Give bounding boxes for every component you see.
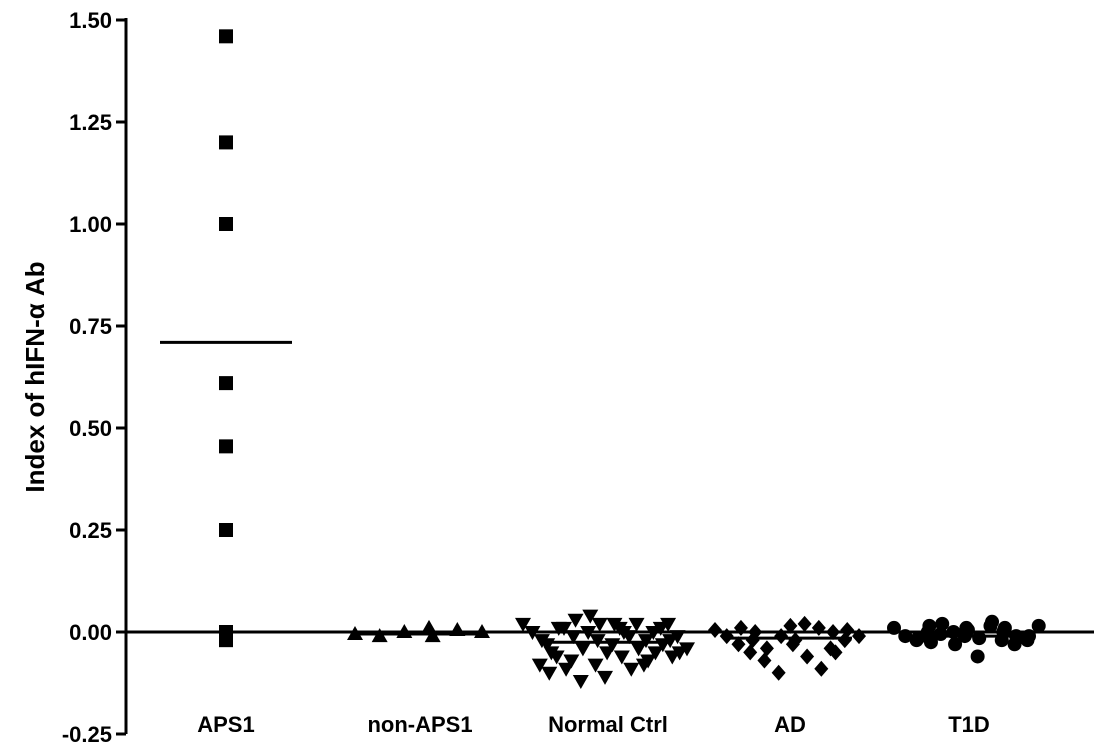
circle-marker: [1031, 618, 1046, 633]
triangle-down-marker: [587, 658, 604, 673]
circle-marker: [970, 649, 985, 664]
diamond-marker: [783, 617, 798, 634]
diamond-marker: [731, 636, 746, 653]
triangle-down-marker: [572, 674, 589, 689]
y-tick-label: 0.50: [69, 416, 112, 441]
diamond-marker: [748, 624, 763, 640]
triangle-down-marker: [660, 617, 677, 632]
y-axis-title: Index of hIFN-α Ab: [20, 261, 50, 492]
triangle-down-marker: [621, 630, 638, 645]
diamond-marker: [733, 619, 748, 636]
diamond-marker: [788, 632, 803, 649]
category-labels: APS1 non-APS1 Normal Ctrl AD T1D: [197, 712, 990, 737]
triangle-down-marker: [679, 642, 695, 657]
circle-marker: [923, 635, 938, 650]
triangle-down-marker: [647, 646, 664, 661]
diamond-marker: [828, 644, 843, 661]
triangle-down-marker: [580, 626, 597, 640]
diamond-marker: [774, 628, 789, 645]
y-tick-label: 1.25: [69, 110, 112, 135]
circle-marker: [935, 616, 950, 631]
circle-marker: [887, 620, 901, 635]
circle-marker: [997, 620, 1012, 635]
diamond-marker: [797, 615, 812, 632]
triangle-down-marker: [613, 650, 630, 665]
square-marker: [219, 135, 233, 150]
diamond-marker: [743, 644, 758, 661]
triangle-down-marker: [574, 642, 591, 657]
triangle-down-marker: [591, 617, 608, 632]
triangle-down-marker: [565, 630, 582, 645]
diamond-marker: [759, 640, 774, 657]
y-tick-label: 0.75: [69, 314, 112, 339]
y-tick-label: 1.50: [69, 8, 112, 33]
circle-marker: [922, 618, 937, 633]
triangle-down-marker: [669, 630, 686, 645]
triangle-down-marker: [567, 613, 584, 628]
circle-marker: [911, 631, 926, 646]
square-marker: [219, 217, 233, 231]
square-marker: [219, 29, 233, 44]
mean-lines: [160, 340, 1031, 644]
square-marker: [219, 633, 233, 648]
y-tick-label: -0.25: [62, 722, 112, 747]
triangle-down-marker: [597, 670, 613, 685]
triangle-down-marker: [541, 666, 558, 681]
diamond-marker: [814, 660, 829, 677]
circle-marker: [948, 637, 963, 652]
circle-marker: [972, 631, 987, 646]
data-points: [219, 29, 1046, 689]
diamond-marker: [840, 621, 855, 638]
y-tick-label: 0.25: [69, 518, 112, 543]
triangle-down-marker: [582, 609, 599, 624]
triangle-down-marker: [623, 662, 640, 677]
category-label: AD: [774, 712, 806, 737]
triangle-down-marker: [628, 617, 645, 632]
diamond-marker: [757, 652, 772, 669]
triangle-down-marker: [556, 621, 572, 636]
diamond-marker: [719, 628, 734, 645]
y-ticks: -0.25 0.00 0.25 0.50 0.75 1.00 1.25 1.50: [62, 8, 126, 747]
triangle-down-marker: [635, 658, 652, 673]
category-label: T1D: [948, 712, 990, 737]
triangle-up-marker: [449, 621, 466, 636]
triangle-down-marker: [524, 626, 541, 640]
circle-marker: [985, 614, 1000, 629]
triangle-down-marker: [548, 650, 565, 665]
triangle-up-marker: [347, 626, 363, 641]
y-tick-label: 1.00: [69, 212, 112, 237]
diamond-marker: [708, 621, 722, 638]
triangle-down-marker: [531, 658, 548, 673]
category-label: non-APS1: [367, 712, 472, 737]
square-marker: [219, 376, 233, 391]
y-tick-label: 0.00: [69, 620, 112, 645]
axes: [124, 18, 1094, 734]
circle-marker: [898, 629, 913, 644]
triangle-down-marker: [611, 621, 628, 636]
diamond-marker: [852, 628, 866, 645]
square-marker: [219, 523, 233, 537]
triangle-down-marker: [563, 654, 580, 669]
category-label: Normal Ctrl: [548, 712, 668, 737]
diamond-marker: [826, 624, 841, 640]
diamond-marker: [811, 619, 826, 636]
category-label: APS1: [197, 712, 254, 737]
diamond-marker: [771, 664, 786, 681]
triangle-down-marker: [630, 642, 647, 657]
square-marker: [219, 439, 233, 454]
triangle-down-marker: [515, 617, 531, 632]
circle-marker: [960, 622, 975, 637]
diamond-marker: [800, 648, 815, 665]
